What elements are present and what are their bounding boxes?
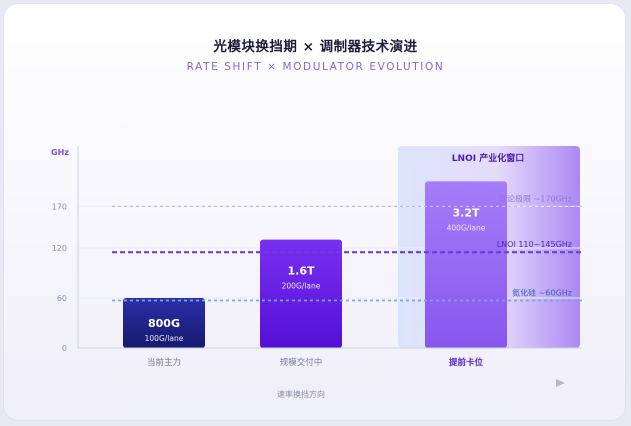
y-axis-unit: GHz: [51, 148, 69, 157]
bar-lane-label: 100G/lane: [145, 334, 184, 343]
chart-title: 光模块换挡期 × 调制器技术演进: [213, 39, 418, 55]
bar-rate-label: 3.2T: [453, 206, 480, 219]
bar-rate-label: 1.6T: [288, 265, 315, 278]
y-tick-label-3: 170: [52, 202, 67, 211]
y-tick-label-1: 60: [57, 294, 67, 303]
x-category-label-2: 提前卡位: [449, 357, 484, 368]
x-category-label-0: 当前主力: [147, 357, 181, 368]
bar-lane-label: 400G/lane: [447, 223, 486, 232]
bar-rate-label: 800G: [148, 317, 180, 330]
reference-line-label-1: LNOI 110~145GHz: [497, 240, 572, 249]
bar-3-2t: [425, 181, 507, 348]
y-tick-label-2: 120: [52, 244, 67, 253]
bar-800g: [123, 298, 205, 348]
bar-lane-label: 200G/lane: [282, 282, 321, 291]
direction-arrow-head: [556, 379, 565, 387]
direction-label: 速率换挡方向: [277, 389, 325, 399]
lnoi-window-label: LNOI 产业化窗口: [452, 152, 524, 164]
chart-subtitle: RATE SHIFT × MODULATOR EVOLUTION: [186, 61, 445, 73]
x-category-label-1: 规模交付中: [280, 357, 323, 368]
bar-1-6t: [260, 239, 342, 348]
y-tick-label-0: 0: [62, 344, 67, 353]
reference-line-label-2: 氮化硅 ~60GHz: [512, 288, 572, 298]
reference-line-label-0: 理论极限 ~170GHz: [499, 193, 572, 203]
